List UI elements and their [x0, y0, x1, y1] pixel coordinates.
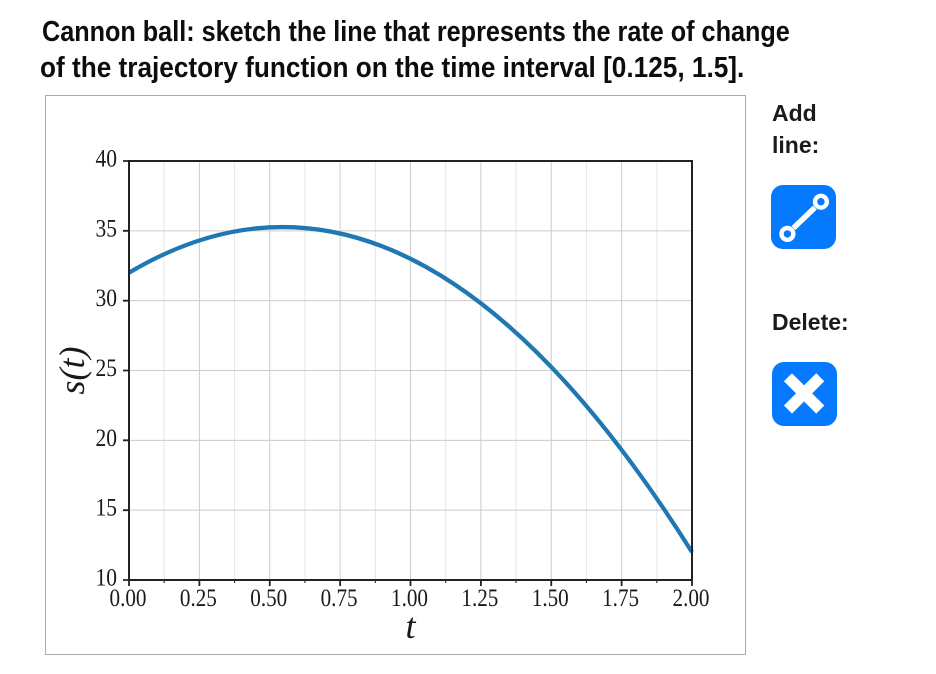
svg-text:1.25: 1.25 [461, 585, 498, 612]
svg-text:1.50: 1.50 [532, 585, 569, 612]
svg-text:15: 15 [96, 495, 118, 522]
svg-text:0.75: 0.75 [321, 585, 358, 612]
svg-text:20: 20 [96, 425, 118, 452]
svg-text:t: t [405, 606, 416, 646]
svg-text:25: 25 [96, 355, 118, 382]
svg-text:2.00: 2.00 [673, 585, 710, 612]
svg-text:30: 30 [96, 285, 118, 312]
svg-text:35: 35 [96, 215, 118, 242]
svg-text:0.50: 0.50 [250, 585, 287, 612]
svg-text:s(t): s(t) [52, 347, 92, 395]
svg-text:10: 10 [96, 565, 118, 592]
svg-text:40: 40 [96, 146, 118, 173]
svg-text:0.00: 0.00 [110, 585, 147, 612]
svg-text:0.25: 0.25 [180, 585, 217, 612]
svg-text:1.00: 1.00 [391, 585, 428, 612]
svg-text:1.75: 1.75 [602, 585, 639, 612]
